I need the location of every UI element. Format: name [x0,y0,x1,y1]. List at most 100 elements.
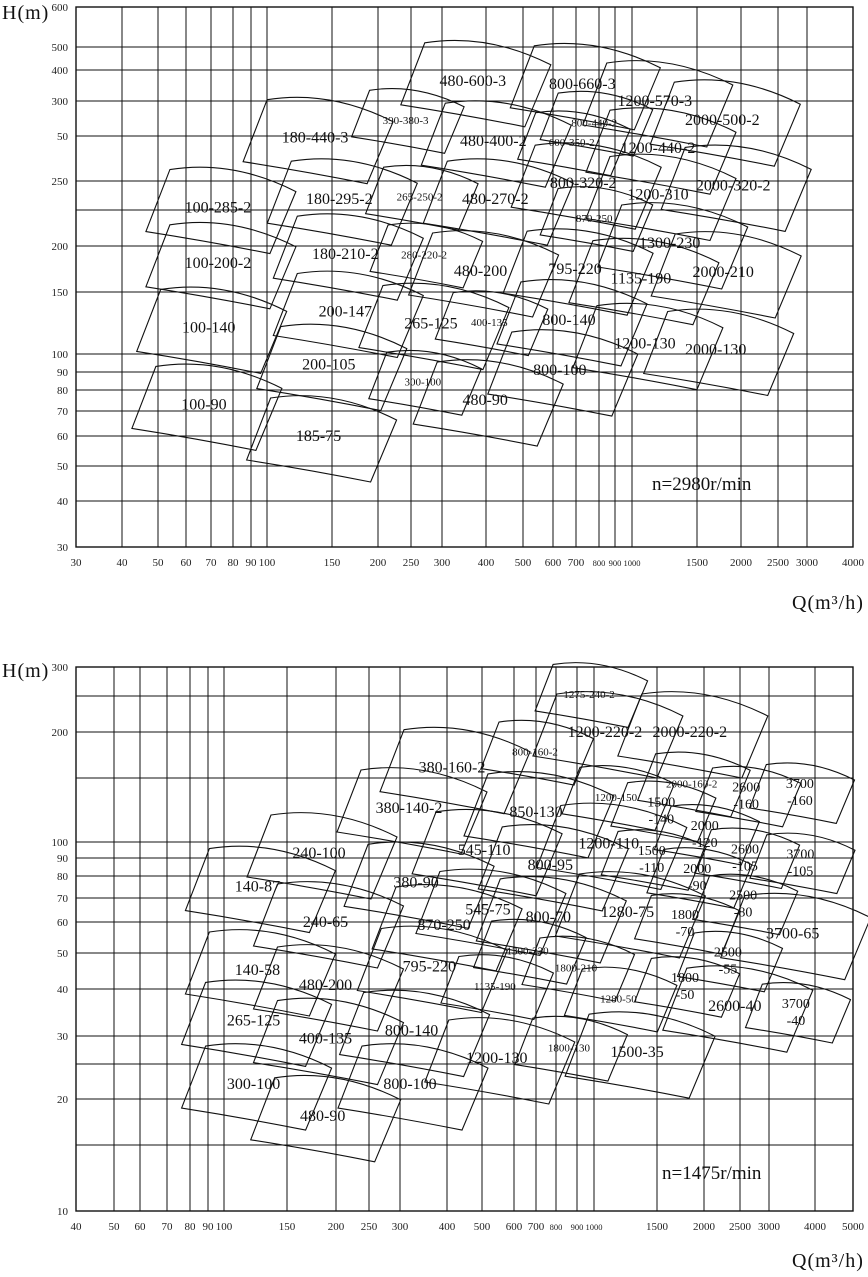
region-label: 2000-320-2 [696,177,771,194]
y-tick-label: 300 [52,96,69,108]
performance-region [539,186,654,253]
region-label: 180-440-3 [282,130,349,147]
x-tick-label: 700 [568,557,585,569]
region-label: 1800-130 [548,1043,591,1055]
region-label: 140-87 [235,879,280,896]
x-tick-label: 80 [185,1221,197,1233]
performance-region [256,323,408,412]
performance-region [249,1074,402,1163]
performance-region [145,166,297,255]
performance-region [662,965,814,1053]
y-tick-label: 200 [52,241,69,253]
region-label: 1135-190 [611,271,672,288]
region-label: 800-320-2 [550,175,617,192]
performance-region [572,302,724,391]
x-tick-label: 100 [259,557,276,569]
region-label: 1800-210 [555,963,598,975]
region-label: 380-160-2 [419,760,486,777]
performance-region [369,222,484,289]
performance-region [744,982,852,1044]
y-tick-label: 40 [57,496,69,508]
performance-region [358,282,510,371]
performance-region [135,286,288,375]
region-label: 100-90 [181,396,226,413]
performance-region [496,278,648,367]
y-tick-label: 90 [57,853,69,865]
x-tick-label: 60 [135,1221,147,1233]
region-label: 1200-150 [595,792,638,804]
performance-region [440,954,555,1021]
performance-region [245,395,398,483]
y-tick-label: 250 [52,176,69,188]
performance-region [585,153,737,242]
region-label: 100-285-2 [185,200,252,217]
performance-region [400,39,552,128]
x-tick-label: 1000 [586,1222,603,1232]
performance-region [642,308,795,397]
x-tick-label: 60 [181,557,193,569]
x-tick-label: 200 [328,1221,345,1233]
region-label: 1300-230 [507,946,550,958]
performance-region [145,221,297,310]
region-label: 180-210-2 [312,246,379,263]
y-tick-label: 90 [57,367,69,379]
performance-region [434,290,549,357]
speed-label-bottom: n=1475r/min [662,1163,762,1184]
performance-region [336,767,488,855]
region-label: 300-100 [227,1076,280,1093]
performance-region [475,875,628,964]
x-axis-title-top: Q(m³/h) [792,592,864,614]
performance-region [184,929,337,1017]
performance-region [691,873,799,936]
x-tick-label: 300 [434,557,451,569]
region-label: 1500 -110 [638,844,666,876]
y-tick-label: 100 [52,349,69,361]
region-label: 800-95 [528,857,573,874]
region-label: 265-125 [227,1012,280,1029]
region-label: 400-135 [471,317,508,329]
region-label: 185-75 [296,428,341,445]
performance-region [487,329,639,417]
performance-region [660,144,812,233]
region-label: 100-200-2 [185,255,252,272]
performance-region [536,802,688,891]
x-tick-label: 900 [571,1222,584,1232]
region-label: 2000 -90 [683,862,711,894]
performance-region [650,231,802,319]
region-label: 480-600-3 [439,73,506,90]
y-axis-title-bottom: H(m) [2,660,50,682]
region-label: 1200-440-2 [621,140,696,157]
region-label: 1500-35 [610,1044,663,1061]
region-label: 800-660-3 [549,76,616,93]
region-label: 480-200 [454,263,507,280]
x-tick-label: 250 [361,1221,378,1233]
x-tick-label: 800 [550,1222,563,1232]
region-label: 380-140-2 [376,800,443,817]
region-label: 300-100 [404,377,441,389]
region-label: 1135-190 [474,981,516,993]
x-tick-label: 50 [109,1221,121,1233]
x-tick-label: 2500 [767,557,790,569]
region-label: 1280-75 [601,904,654,921]
region-label: 2000-160-2 [666,778,717,790]
performance-region [568,237,720,326]
region-label: 3700-65 [766,926,819,943]
x-tick-label: 70 [162,1221,174,1233]
performance-region [184,845,337,934]
performance-region [252,944,405,1032]
performance-region [510,142,662,230]
chart-2980rpm: 30 40 50 60 70 80 90 100 150 200 250 300 400 500 600 70… [52,2,865,569]
y-tick-label: 80 [57,871,69,883]
region-label: 180-295-2 [306,191,373,208]
performance-region [582,60,734,148]
y-axis-title-top: H(m) [2,2,50,24]
region-label: 1200-570-3 [617,93,692,110]
region-label: 390-380-3 [383,115,429,127]
x-tick-label: 250 [403,557,420,569]
y-tick-label: 50 [57,131,69,143]
region-label: 2500 -80 [729,889,757,921]
x-tick-label: 600 [506,1221,523,1233]
region-label: 800-140 [385,1023,438,1040]
performance-region [415,868,567,957]
performance-region [252,881,405,969]
